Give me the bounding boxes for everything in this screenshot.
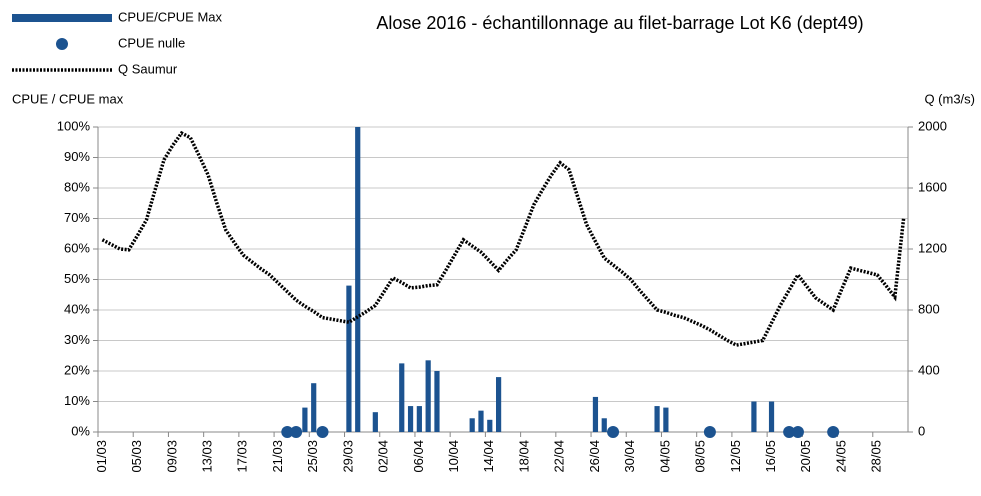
- point: [290, 426, 303, 438]
- y2-tick-label: 400: [918, 362, 940, 377]
- x-tick-label: 14/04: [481, 440, 496, 473]
- bar: [654, 406, 660, 432]
- line: [101, 130, 906, 347]
- y-tick-label: 80%: [64, 179, 90, 194]
- point: [791, 426, 804, 438]
- y-tick-label: 40%: [64, 301, 90, 316]
- bar: [601, 418, 607, 432]
- bar: [478, 410, 484, 432]
- x-tick-label: 13/03: [199, 440, 214, 473]
- bar: [346, 285, 352, 432]
- y-tick-label: 90%: [64, 149, 90, 164]
- point: [281, 426, 294, 438]
- y2-tick-label: 1600: [918, 179, 947, 194]
- bar: [399, 363, 405, 432]
- y-tick-label: 50%: [64, 271, 90, 286]
- legend-swatch: [56, 38, 68, 50]
- bar: [663, 407, 669, 432]
- x-tick-label: 20/05: [798, 440, 813, 473]
- bar: [768, 401, 775, 432]
- y2-axis-title: Q (m3/s): [924, 91, 975, 106]
- x-tick-label: 18/04: [516, 440, 531, 473]
- point: [316, 426, 329, 438]
- x-tick-label: 29/03: [340, 440, 355, 473]
- x-tick-label: 30/04: [622, 440, 637, 473]
- y-tick-label: 100%: [57, 118, 91, 133]
- bar: [407, 406, 414, 432]
- bar: [425, 360, 431, 432]
- point: [827, 426, 840, 438]
- x-tick-label: 12/05: [728, 440, 743, 473]
- bar: [469, 418, 475, 432]
- y-tick-label: 30%: [64, 332, 90, 347]
- y2-tick-label: 800: [918, 301, 940, 316]
- chart-title: Alose 2016 - échantillonnage au filet-ba…: [376, 13, 863, 33]
- x-tick-label: 05/03: [129, 440, 144, 473]
- x-tick-label: 24/05: [833, 440, 848, 473]
- x-tick-label: 17/03: [235, 440, 250, 473]
- point: [703, 426, 716, 438]
- bar: [302, 407, 308, 432]
- bar: [416, 406, 422, 432]
- bar: [751, 401, 757, 432]
- x-tick-label: 02/04: [376, 440, 391, 473]
- x-tick-label: 22/04: [552, 440, 567, 473]
- y-tick-label: 60%: [64, 240, 90, 255]
- bar: [372, 412, 378, 432]
- y2-tick-label: 0: [918, 423, 925, 438]
- bar: [311, 383, 317, 432]
- x-tick-label: 09/03: [164, 440, 179, 473]
- legend-label: CPUE/CPUE Max: [118, 9, 223, 24]
- y-tick-label: 20%: [64, 362, 90, 377]
- legend-swatch: [12, 14, 112, 22]
- y2-tick-label: 1200: [918, 240, 947, 255]
- x-tick-label: 16/05: [763, 440, 778, 473]
- y-tick-label: 10%: [64, 393, 90, 408]
- y-axis-title: CPUE / CPUE max: [12, 91, 124, 106]
- bar: [434, 371, 440, 432]
- point: [607, 426, 620, 438]
- bar: [487, 419, 493, 432]
- legend-label: Q Saumur: [118, 61, 178, 76]
- x-tick-label: 10/04: [446, 440, 461, 473]
- bar: [592, 396, 599, 432]
- bar: [495, 377, 502, 432]
- x-tick-label: 26/04: [587, 440, 602, 473]
- x-tick-label: 04/05: [657, 440, 672, 473]
- x-tick-label: 28/05: [869, 440, 884, 473]
- legend-label: CPUE nulle: [118, 35, 185, 50]
- x-tick-label: 06/04: [411, 440, 426, 473]
- x-tick-label: 25/03: [305, 440, 320, 473]
- bar: [355, 127, 361, 432]
- x-tick-label: 21/03: [270, 440, 285, 473]
- y-tick-label: 0%: [71, 423, 90, 438]
- y2-tick-label: 2000: [918, 118, 947, 133]
- point: [783, 426, 796, 438]
- y-tick-label: 70%: [64, 210, 90, 225]
- x-tick-label: 08/05: [693, 440, 708, 473]
- x-tick-label: 01/03: [94, 440, 109, 473]
